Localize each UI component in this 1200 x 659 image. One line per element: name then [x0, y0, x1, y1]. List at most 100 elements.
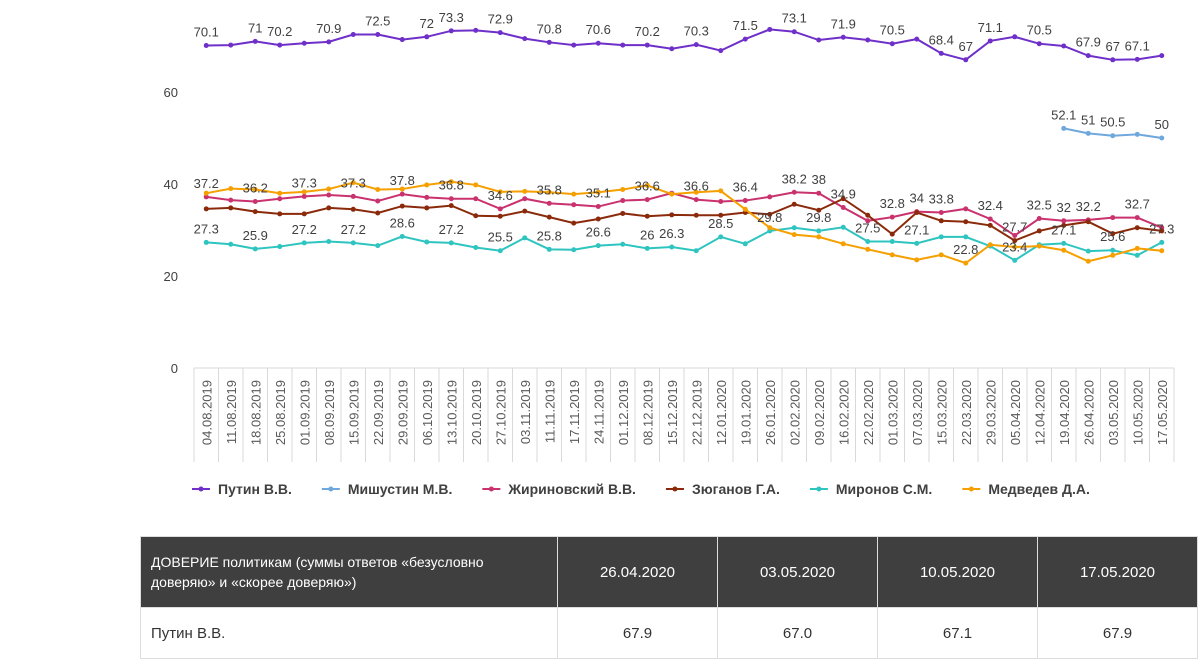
- data-point: [546, 246, 552, 252]
- x-tick-label: 19.01.2020: [738, 380, 753, 445]
- data-point: [938, 210, 944, 216]
- data-point: [865, 246, 871, 252]
- data-label: 38: [812, 172, 826, 187]
- data-point: [1134, 215, 1140, 221]
- data-point: [1110, 57, 1116, 63]
- data-label: 37.3: [341, 175, 366, 190]
- data-point: [1159, 53, 1165, 59]
- data-point: [669, 191, 675, 197]
- data-label: 32.7: [1125, 197, 1150, 212]
- data-label: 27.5: [855, 221, 880, 236]
- data-point: [791, 232, 797, 238]
- data-point: [620, 42, 626, 48]
- data-point: [375, 198, 381, 204]
- data-label: 73.3: [439, 10, 464, 25]
- series-line: [206, 180, 1162, 265]
- data-label: 70.1: [194, 25, 219, 40]
- legend-marker: [198, 486, 204, 492]
- data-label: 72.9: [488, 12, 513, 27]
- data-label: 34: [910, 191, 924, 206]
- data-point: [1085, 53, 1091, 59]
- data-point: [840, 241, 846, 247]
- data-label: 52.1: [1051, 107, 1076, 122]
- data-point: [473, 182, 479, 188]
- data-point: [718, 48, 724, 54]
- data-point: [987, 216, 993, 222]
- data-point: [1085, 219, 1091, 225]
- data-label: 70.6: [586, 22, 611, 37]
- data-point: [767, 26, 773, 32]
- data-label: 26: [640, 227, 654, 242]
- data-point: [571, 202, 577, 208]
- data-point: [350, 206, 356, 212]
- data-point: [742, 206, 748, 212]
- data-point: [1110, 133, 1116, 139]
- data-point: [375, 187, 381, 193]
- data-point: [1012, 238, 1018, 244]
- data-point: [203, 194, 209, 200]
- data-point: [252, 209, 258, 215]
- data-point: [938, 218, 944, 224]
- data-label: 27.1: [904, 222, 929, 237]
- data-label: 34.9: [831, 186, 856, 201]
- data-point: [277, 211, 283, 217]
- data-point: [914, 257, 920, 263]
- data-point: [571, 220, 577, 226]
- data-point: [1012, 257, 1018, 263]
- data-point: [791, 201, 797, 207]
- data-point: [669, 46, 675, 52]
- x-tick-label: 29.09.2019: [395, 380, 410, 445]
- data-point: [669, 244, 675, 250]
- data-point: [399, 233, 405, 239]
- data-point: [301, 211, 307, 217]
- data-point: [228, 42, 234, 48]
- data-point: [301, 240, 307, 246]
- data-point: [1036, 216, 1042, 221]
- data-point: [1159, 248, 1165, 254]
- data-label: 71.5: [733, 18, 758, 33]
- data-point: [497, 30, 503, 36]
- data-label: 25.6: [1100, 229, 1125, 244]
- data-point: [399, 37, 405, 43]
- data-point: [644, 197, 650, 203]
- data-point: [816, 37, 822, 43]
- data-label: 26.6: [586, 225, 611, 240]
- data-point: [522, 196, 528, 202]
- data-point: [546, 39, 552, 45]
- data-label: 22.8: [953, 242, 978, 257]
- data-point: [1110, 231, 1116, 237]
- legend-label: Медведев Д.А.: [988, 481, 1090, 497]
- data-point: [816, 190, 822, 196]
- data-point: [375, 32, 381, 37]
- x-tick-label: 27.10.2019: [493, 380, 508, 445]
- data-point: [326, 39, 332, 45]
- data-point: [399, 203, 405, 209]
- data-point: [840, 196, 846, 202]
- data-point: [571, 247, 577, 253]
- data-point: [277, 190, 283, 196]
- data-point: [546, 214, 552, 220]
- x-tick-label: 15.12.2019: [665, 380, 680, 445]
- x-tick-label: 01.03.2020: [885, 380, 900, 445]
- data-label: 34.6: [488, 188, 513, 203]
- data-point: [693, 42, 699, 48]
- data-label: 29.8: [757, 210, 782, 225]
- data-label: 50.5: [1100, 115, 1125, 130]
- series-line: [206, 191, 1163, 237]
- data-point: [693, 212, 699, 218]
- x-tick-label: 18.08.2019: [248, 380, 263, 445]
- data-point: [767, 211, 773, 217]
- data-label: 32.2: [1076, 199, 1101, 214]
- data-point: [1085, 130, 1091, 136]
- data-point: [571, 42, 577, 48]
- header-cell: ДОВЕРИЕ политикам (суммы ответов «безусл…: [140, 536, 558, 608]
- x-tick-label: 07.03.2020: [910, 380, 925, 445]
- data-point: [914, 210, 920, 216]
- data-point: [326, 239, 332, 244]
- data-point: [546, 189, 552, 195]
- data-label: 36.8: [439, 178, 464, 193]
- data-point: [301, 189, 307, 195]
- data-label: 29.8: [806, 210, 831, 225]
- data-point: [889, 239, 895, 244]
- x-tick-label: 12.04.2020: [1032, 380, 1047, 445]
